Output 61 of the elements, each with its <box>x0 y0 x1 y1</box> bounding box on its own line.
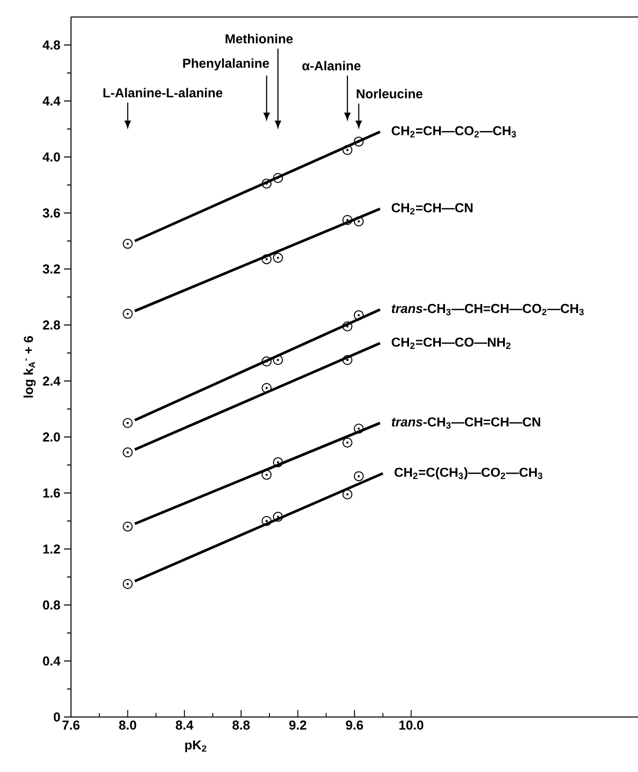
x-tick-label: 8.8 <box>232 720 250 730</box>
series-label: trans-CH$_{3}$—CH=CH—CN <box>392 417 540 429</box>
point <box>262 356 272 366</box>
point <box>342 144 352 155</box>
point <box>122 238 133 249</box>
point <box>354 310 364 320</box>
y-tick-label: 1.6 <box>43 488 60 498</box>
point <box>354 216 364 226</box>
series-label: CH$_{2}$=C(CH$_{3}$)—CO$_{2}$—CH$_{3}$ <box>394 467 542 480</box>
y-tick-label: 4.0 <box>42 152 60 162</box>
y-tick-label: 3.6 <box>42 208 60 218</box>
x-tick-label: 9.2 <box>289 720 306 730</box>
x-tick-label: 9.6 <box>346 720 364 730</box>
x-tick-label: 7.6 <box>62 720 80 730</box>
y-tick-label: 0.4 <box>42 656 60 666</box>
point <box>272 172 283 183</box>
point <box>122 522 133 532</box>
point <box>122 579 133 589</box>
y-tick-label: 2.0 <box>42 432 60 442</box>
point <box>272 457 283 468</box>
point <box>354 136 364 147</box>
y-tick-label: 1.2 <box>43 544 60 554</box>
series-label: CH$_{2}$=CH—CO—NH$_{2}$ <box>392 338 510 349</box>
point <box>272 354 283 365</box>
annotation: L-Alanine-L-alanine <box>103 88 222 98</box>
point <box>342 354 352 365</box>
point <box>272 512 283 522</box>
y-tick-label: 2.8 <box>42 320 60 330</box>
point <box>262 254 272 264</box>
annotation: Norleucine <box>356 88 422 98</box>
annotation: Phenylalanine <box>183 58 269 70</box>
point <box>342 321 352 332</box>
point <box>122 447 133 458</box>
annotation: Methionine <box>226 34 293 44</box>
point <box>122 418 133 428</box>
x-tick-label: 8.0 <box>119 720 136 730</box>
point <box>122 308 133 319</box>
y-tick-label: 2.4 <box>42 376 60 386</box>
point <box>342 438 352 448</box>
legend-label: CH$_{2}$=CH—CO$_{2}$—CH$_{3}$ <box>392 126 516 138</box>
point <box>354 424 364 434</box>
y-axis-title: log k$_{A}$$^{-}$ + 6 <box>24 336 36 398</box>
point <box>272 252 283 263</box>
point <box>262 516 272 526</box>
point <box>262 382 272 393</box>
x-axis-title: pK$_{2}$ <box>185 740 206 752</box>
point <box>342 489 352 500</box>
x-tick-label: 10.0 <box>399 720 424 730</box>
annotation: α-Alanine <box>302 60 361 70</box>
y-tick-label: 4.8 <box>42 40 60 50</box>
y-tick-label: 0.8 <box>42 600 60 610</box>
y-tick-label: 0 <box>54 712 60 722</box>
point <box>354 471 364 482</box>
x-tick-label: 8.4 <box>176 720 194 730</box>
series-label: CH$_{2}$=CH—CN <box>392 203 473 214</box>
y-tick-label: 3.2 <box>42 264 60 274</box>
point <box>342 214 352 225</box>
point <box>262 470 272 480</box>
y-tick-label: 4.4 <box>42 96 60 106</box>
point <box>262 178 272 189</box>
series-label: trans-CH$_{3}$—CH=CH—CO$_{2}$—CH$_{3}$ <box>392 304 584 316</box>
